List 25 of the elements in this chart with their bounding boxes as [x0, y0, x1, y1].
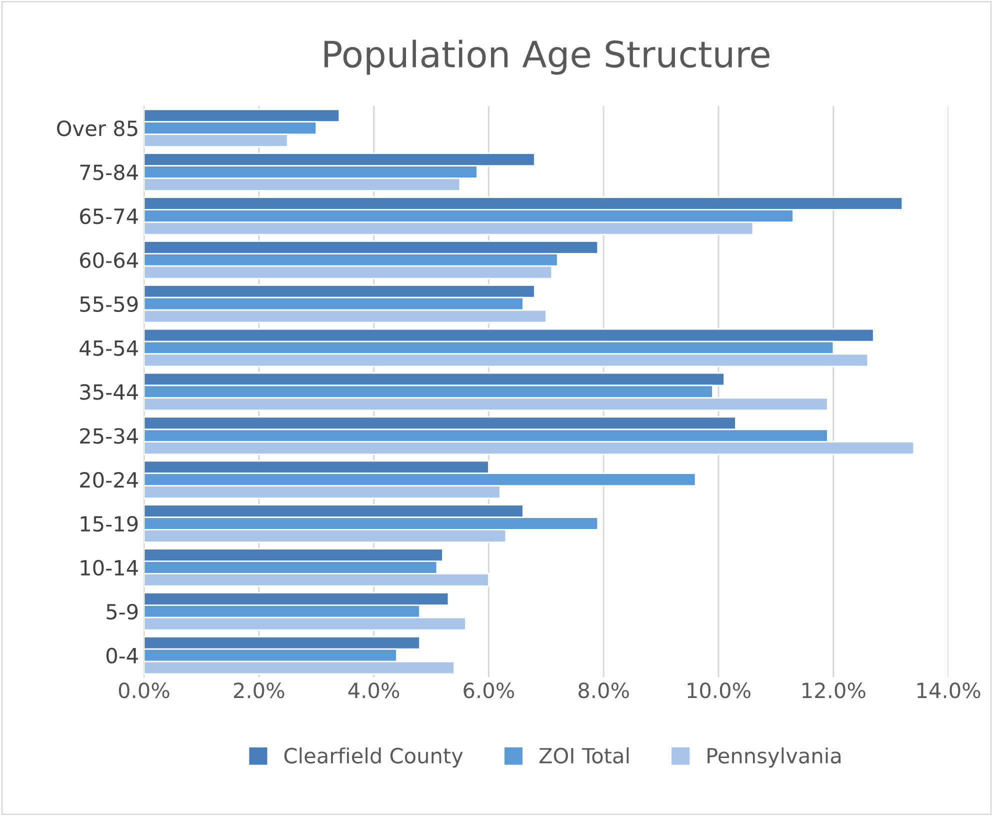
x-tick-label: 8.0% — [578, 682, 629, 698]
y-tick-label: 75-84 — [80, 164, 138, 180]
y-tick-label: 55-59 — [80, 296, 138, 312]
y-tick-label: 10-14 — [80, 560, 138, 576]
legend-label: Pennsylvania — [708, 747, 841, 768]
x-tick-label: 6.0% — [464, 682, 514, 698]
x-tick-label: 0.0% — [118, 682, 170, 698]
y-tick-label: 20-24 — [80, 472, 138, 488]
x-tick-label: 2.0% — [234, 682, 284, 698]
y-tick-label: 25-34 — [80, 428, 138, 444]
y-tick-label: 0-4 — [106, 648, 138, 664]
y-tick-label: Over 85 — [57, 120, 138, 136]
chart-title: Population Age Structure — [324, 40, 770, 75]
y-tick-label: 15-19 — [80, 516, 138, 532]
legend-label: Clearfield County — [284, 747, 463, 768]
legend-label: ZOI Total — [539, 747, 629, 764]
x-tick-label: 12.0% — [802, 682, 866, 698]
y-tick-label: 45-54 — [80, 340, 138, 356]
x-tick-label: 4.0% — [348, 682, 400, 698]
y-tick-label: 60-64 — [80, 252, 138, 268]
y-tick-label: 65-74 — [80, 208, 138, 224]
x-tick-label: 14.0% — [918, 682, 980, 698]
y-tick-label: 5-9 — [106, 604, 138, 620]
y-tick-label: 35-44 — [80, 384, 138, 400]
x-tick-label: 10.0% — [688, 682, 750, 698]
